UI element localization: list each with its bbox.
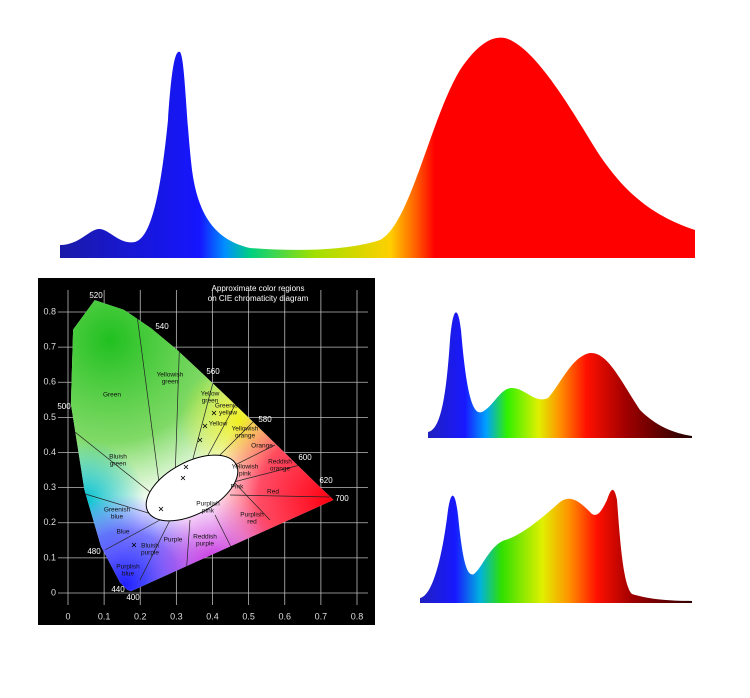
x-tick-label: 0.1 (98, 611, 111, 621)
region-label: Greenish blue (104, 506, 131, 520)
wavelength-label: 440 (111, 585, 125, 594)
region-label: Yellowish green (157, 371, 184, 385)
y-tick-label: 0.6 (43, 377, 56, 387)
y-tick-label: 0.1 (43, 552, 56, 562)
x-tick-label: 0.6 (278, 611, 291, 621)
region-label: Purplish red (240, 511, 264, 525)
x-tick-label: 0.4 (206, 611, 219, 621)
region-label: Purple (164, 537, 183, 544)
x-tick-label: 0.5 (242, 611, 255, 621)
spectrum-top (60, 37, 695, 259)
wavelength-label: 620 (319, 476, 333, 485)
region-label: Reddish orange (268, 458, 292, 472)
region-label: Pink (231, 484, 244, 491)
wavelength-label: 580 (258, 415, 272, 424)
wavelength-label: 700 (335, 494, 349, 503)
y-tick-label: 0.8 (43, 306, 56, 316)
wavelength-label: 500 (57, 402, 71, 411)
wavelength-label: 560 (206, 367, 220, 376)
region-label: Greenish yellow (215, 402, 242, 416)
cie-diagram: 0 0.1 0.2 0.3 0.4 0.5 0.6 0.7 0.8 0 0.1 0.2 0.3 0.4 0.… (38, 278, 375, 625)
x-tick-label: 0.2 (134, 611, 147, 621)
cie-title: Approximate color regions (212, 284, 305, 293)
wavelength-label: 600 (298, 453, 312, 462)
spectrum-bottom (420, 489, 692, 603)
region-label: Red (267, 489, 279, 496)
y-tick-label: 0 (51, 587, 56, 597)
spectrum-middle (428, 312, 692, 438)
x-tick-label: 0.3 (170, 611, 183, 621)
region-label: Yellowish orange (232, 425, 259, 439)
x-tick-label: 0.8 (351, 611, 364, 621)
y-tick-label: 0.5 (43, 412, 56, 422)
region-label: Bluish green (109, 453, 127, 467)
wavelength-label: 540 (155, 322, 169, 331)
white-points (131, 410, 217, 548)
cie-title: on CIE chromaticity diagram (208, 294, 309, 303)
region-label: Reddish purple (193, 533, 217, 547)
y-tick-label: 0.2 (43, 517, 56, 527)
region-label: Purplish pink (196, 500, 220, 514)
y-tick-label: 0.4 (43, 447, 56, 457)
x-tick-label: 0 (65, 611, 70, 621)
x-tick-label: 0.7 (315, 611, 328, 621)
region-label: Bluish purple (141, 542, 159, 556)
region-label: Yellow green (201, 390, 220, 404)
y-tick-label: 0.7 (43, 342, 56, 352)
y-tick-label: 0.3 (43, 482, 56, 492)
wavelength-label: 520 (89, 291, 103, 300)
region-label: Blue (116, 529, 129, 536)
region-label: Yellowish pink (232, 463, 259, 477)
wavelength-label: 480 (87, 547, 101, 556)
region-label: Purplish blue (116, 563, 140, 577)
region-label: Orange (251, 443, 273, 450)
region-label: Green (103, 392, 121, 399)
region-label: Yellow (209, 421, 228, 428)
wavelength-label: 400 (126, 593, 140, 602)
